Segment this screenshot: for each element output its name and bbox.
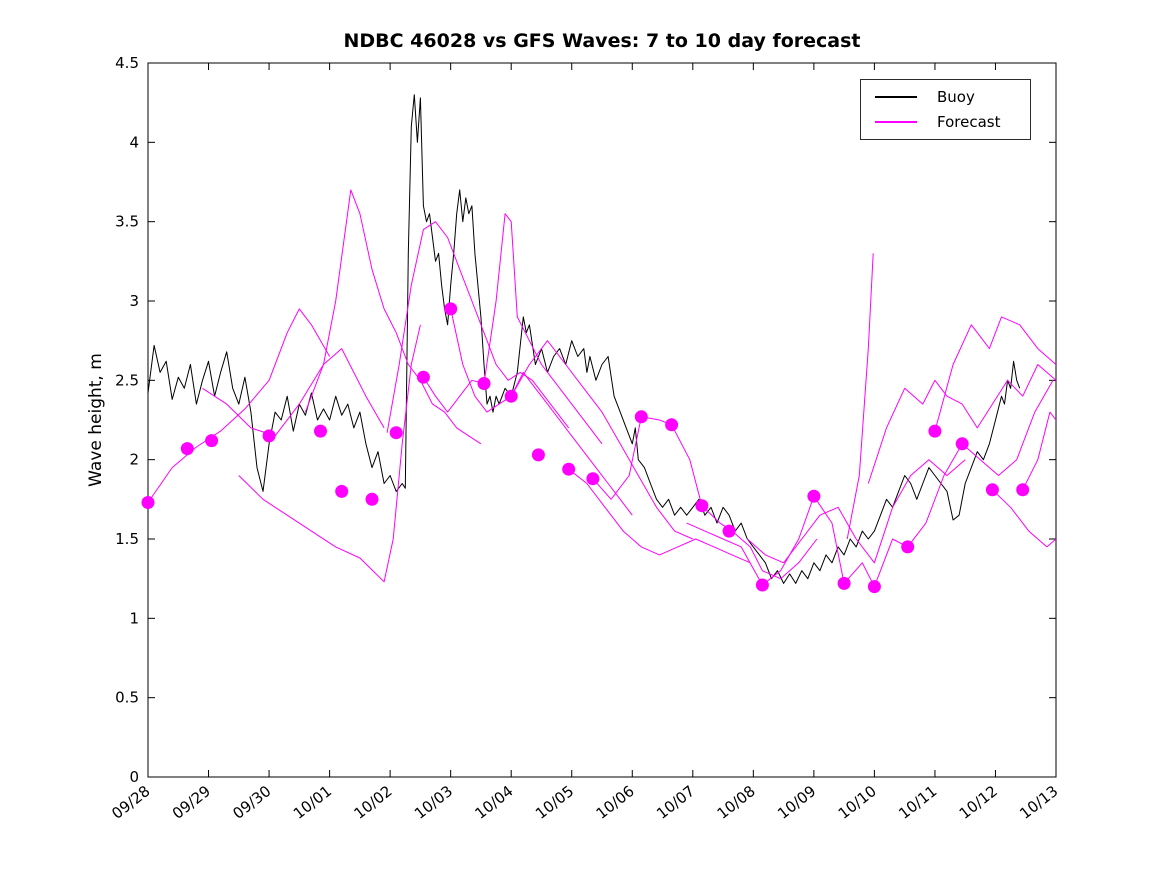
forecast-dot [180, 442, 194, 456]
forecast-dot [665, 418, 679, 432]
forecast-line [1022, 411, 1057, 491]
legend-label-forecast: Forecast [937, 112, 1001, 131]
forecast-dot [928, 424, 942, 438]
forecast-line [907, 380, 1054, 548]
forecast-dot [634, 410, 648, 424]
legend-entry-forecast: Forecast [875, 112, 1030, 131]
forecast-line [202, 348, 385, 437]
forecast-dot [477, 377, 491, 390]
x-tick-label: 09/30 [229, 782, 274, 823]
y-axis-label: Wave height, m [86, 353, 106, 487]
x-tick-label: 09/28 [108, 782, 153, 823]
y-tick-label: 0.5 [115, 689, 139, 707]
x-tick-label: 10/09 [774, 782, 819, 823]
x-tick-label: 10/10 [835, 782, 880, 823]
x-tick-label: 10/12 [956, 782, 1001, 823]
x-tick-label: 09/29 [169, 782, 214, 823]
forecast-line [992, 489, 1057, 548]
forecast-dot [205, 434, 219, 448]
forecast-dot [444, 302, 458, 316]
forecast-dot [416, 370, 430, 384]
x-tick-label: 10/04 [472, 782, 517, 823]
y-tick-label: 3.5 [115, 213, 139, 231]
forecast-line [304, 189, 482, 445]
y-tick-label: 4 [129, 133, 139, 151]
forecast-line [510, 340, 693, 540]
y-tick-label: 4.5 [115, 54, 139, 72]
forecast-dot [389, 426, 403, 440]
y-tick-label: 2.5 [115, 371, 139, 389]
y-tick-label: 3 [129, 292, 139, 310]
y-tick-label: 1 [129, 609, 139, 627]
forecast-dot [586, 472, 600, 486]
forecast-dot [807, 489, 821, 503]
forecast-dot [955, 437, 969, 451]
forecast-dot [562, 462, 576, 476]
x-tick-label: 10/01 [290, 782, 335, 823]
y-tick-label: 0 [129, 768, 139, 786]
forecast-line [746, 459, 966, 564]
forecast-line [422, 213, 603, 445]
forecast-line [147, 308, 331, 503]
forecast-line [568, 468, 751, 564]
forecast-line [867, 364, 1057, 484]
buoy-line-swatch [875, 96, 917, 99]
forecast-dot [867, 580, 881, 594]
forecast-line-swatch [875, 120, 917, 123]
forecast-dot [901, 540, 915, 554]
forecast-dot [985, 483, 999, 497]
forecast-dot [314, 424, 327, 438]
forecast-dot [1016, 483, 1030, 497]
x-tick-label: 10/06 [593, 782, 638, 823]
plot-area [147, 62, 1057, 778]
x-tick-label: 10/11 [895, 782, 940, 823]
forecast-line [450, 308, 633, 516]
forecast-dot [335, 484, 349, 498]
x-tick-label: 10/02 [350, 782, 395, 823]
x-tick-label: 10/13 [1016, 782, 1061, 823]
forecast-dot [365, 492, 379, 506]
forecast-dot [531, 448, 545, 462]
x-tick-label: 10/07 [653, 782, 698, 823]
forecast-dot [141, 496, 155, 509]
forecast-dot [837, 576, 851, 590]
forecast-line [238, 324, 421, 583]
legend-entry-buoy: Buoy [875, 89, 1030, 106]
x-tick-label: 10/08 [714, 782, 759, 823]
forecast-dot [695, 499, 709, 513]
legend: Buoy Forecast [860, 79, 1031, 140]
forecast-dot [262, 429, 276, 443]
forecast-line [846, 253, 874, 540]
y-tick-label: 2 [129, 451, 139, 469]
forecast-dot [755, 578, 769, 592]
forecast-line [386, 221, 570, 433]
forecast-dot [722, 524, 736, 538]
chart-title: NDBC 46028 vs GFS Waves: 7 to 10 day for… [343, 30, 861, 52]
legend-label-buoy: Buoy [937, 88, 975, 106]
x-tick-label: 10/03 [411, 782, 456, 823]
forecast-line [934, 316, 1057, 432]
x-tick-label: 10/05 [532, 782, 577, 823]
y-tick-label: 1.5 [115, 530, 139, 548]
forecast-dot [504, 389, 518, 403]
